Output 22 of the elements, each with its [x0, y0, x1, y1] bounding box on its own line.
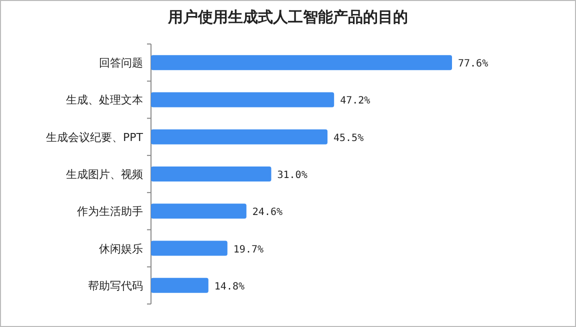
y-tick-label: 作为生活助手 [76, 205, 143, 218]
y-tick-label: 生成会议纪要、PPT [46, 130, 144, 144]
data-label: 14.8% [214, 281, 245, 292]
bar [151, 129, 328, 144]
data-label: 19.7% [233, 244, 264, 256]
bar [151, 240, 228, 256]
bar [151, 55, 452, 70]
data-label: 31.0% [277, 170, 308, 181]
data-label: 45.5% [333, 132, 364, 144]
bar [151, 166, 272, 182]
y-tick-label: 回答问题 [99, 56, 143, 70]
y-tick-label: 生成、处理文本 [66, 94, 143, 107]
chart-title: 用户使用生成式人工智能产品的目的 [167, 8, 408, 26]
y-tick-label: 生成图片、视频 [66, 168, 143, 181]
bar [151, 278, 208, 293]
y-tick-label: 休闲娱乐 [99, 242, 143, 256]
data-label: 24.6% [252, 207, 283, 218]
bar [151, 92, 334, 108]
y-tick-label: 帮助写代码 [88, 279, 143, 292]
bar [151, 204, 246, 219]
data-label: 77.6% [458, 58, 488, 70]
data-label: 47.2% [340, 96, 370, 107]
